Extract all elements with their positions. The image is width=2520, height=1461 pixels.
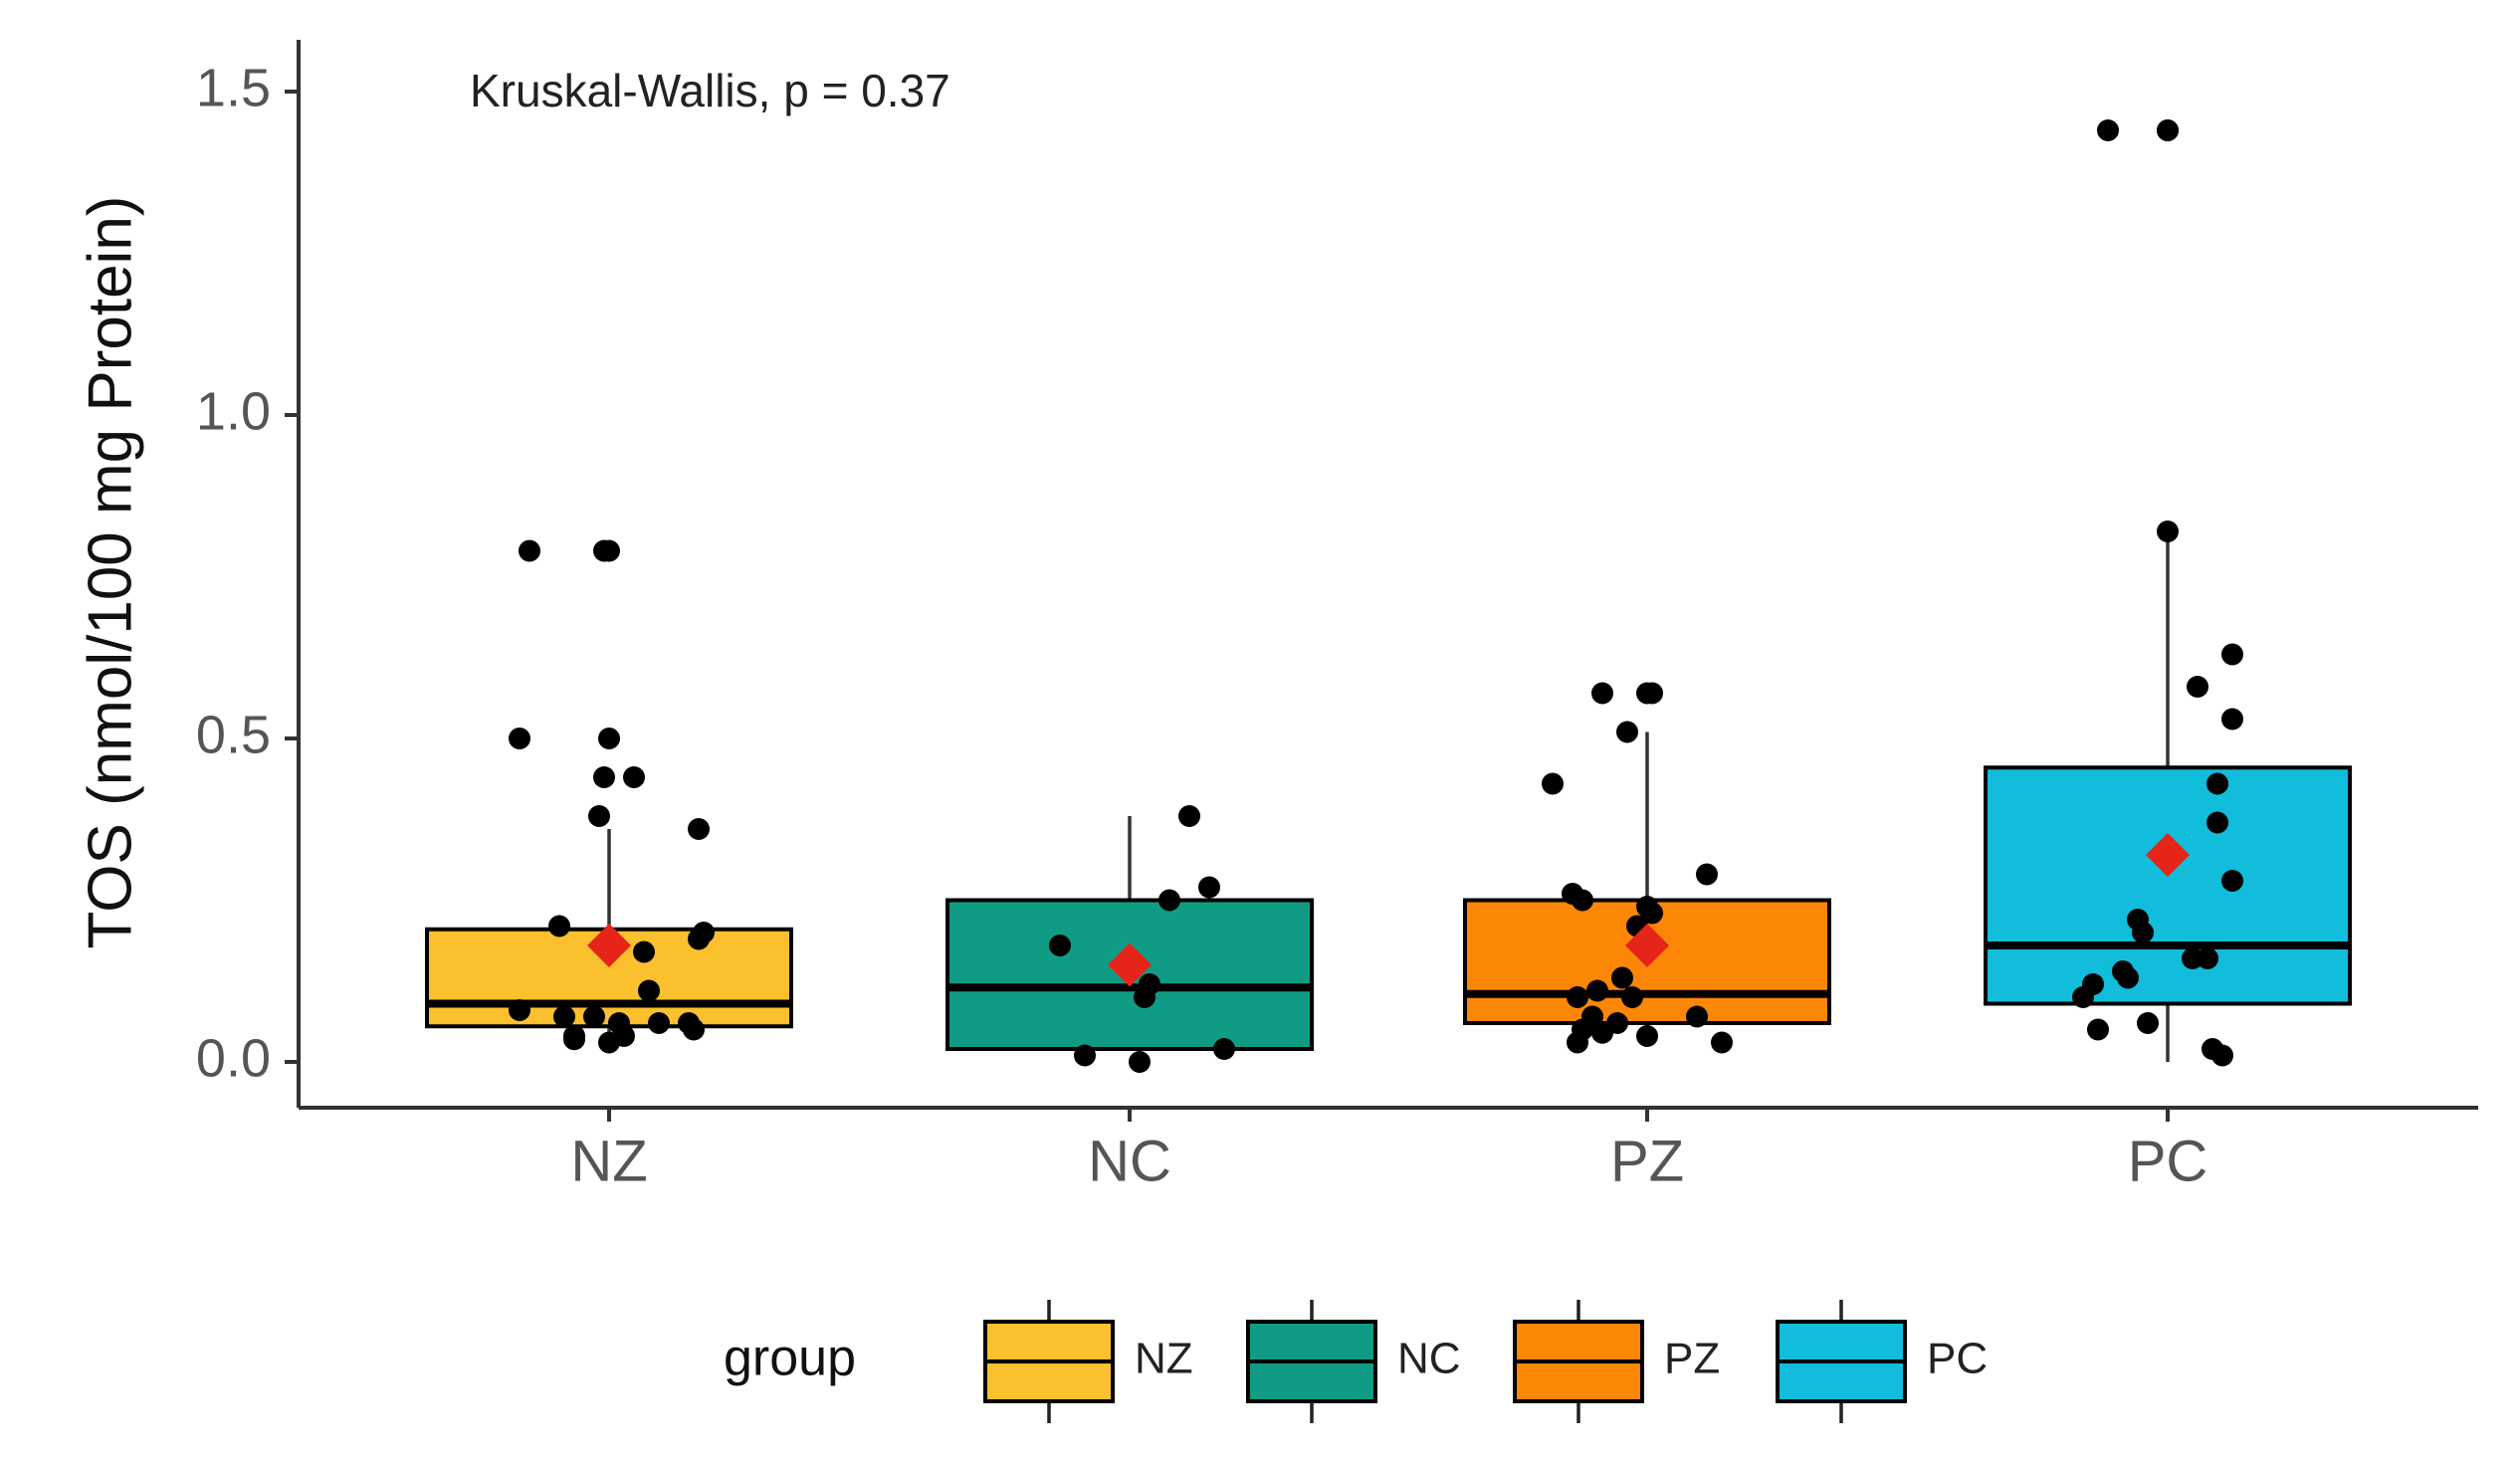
x-tick-label: NZ xyxy=(570,1129,647,1193)
data-point xyxy=(1567,1031,1588,1054)
x-tick-label: PC xyxy=(2128,1129,2208,1193)
axes: 0.0 0.5 1.0 1.5 NZ NC PZ PC xyxy=(196,40,2478,1193)
data-point xyxy=(1696,863,1718,886)
box-group-nc xyxy=(945,805,1314,1073)
data-point xyxy=(1158,889,1180,912)
box-group-nz xyxy=(425,539,793,1054)
data-point xyxy=(519,539,540,562)
data-point xyxy=(1586,979,1608,1002)
data-point xyxy=(2221,870,2243,892)
data-point xyxy=(548,915,570,938)
mean-marker xyxy=(1625,924,1669,967)
x-tick-label: NC xyxy=(1088,1129,1171,1193)
box-group-pc xyxy=(1984,119,2352,1067)
data-point xyxy=(509,728,530,749)
data-point xyxy=(2132,922,2154,943)
data-point xyxy=(1621,986,1643,1008)
data-point xyxy=(1074,1044,1096,1067)
data-point xyxy=(2087,1018,2109,1041)
y-tick-label: 1.0 xyxy=(196,381,271,441)
data-point xyxy=(2137,1012,2159,1034)
data-point xyxy=(1711,1031,1733,1054)
mean-marker xyxy=(2146,833,2190,877)
data-point xyxy=(633,940,655,963)
data-point xyxy=(2097,119,2119,141)
data-point xyxy=(509,999,530,1021)
data-point xyxy=(1542,772,1564,795)
mean-marker xyxy=(1108,942,1152,987)
data-point xyxy=(2157,521,2179,542)
data-point xyxy=(593,766,615,788)
data-point xyxy=(1616,721,1638,743)
data-point xyxy=(638,979,660,1002)
legend-label: PC xyxy=(1927,1335,1988,1383)
plot-area xyxy=(425,119,2352,1073)
mean-marker xyxy=(587,924,631,967)
legend-title: group xyxy=(724,1330,856,1387)
data-point xyxy=(1572,889,1593,912)
legend-item-nc: NC xyxy=(1246,1300,1461,1423)
data-point xyxy=(1611,966,1633,989)
legend: group NZ NC PZ PC xyxy=(724,1300,1988,1423)
data-point xyxy=(623,766,645,788)
data-point xyxy=(683,1018,705,1041)
data-point xyxy=(1567,986,1588,1008)
legend-label: PZ xyxy=(1664,1335,1720,1383)
data-point xyxy=(688,818,710,840)
legend-item-pc: PC xyxy=(1776,1300,1988,1423)
data-point xyxy=(2206,811,2228,834)
box-iqr xyxy=(1984,765,2352,1006)
legend-label: NC xyxy=(1397,1335,1461,1383)
data-point xyxy=(598,539,620,562)
data-point xyxy=(1591,682,1613,705)
data-point xyxy=(1129,1051,1151,1073)
legend-label: NZ xyxy=(1135,1335,1193,1383)
data-point xyxy=(1049,935,1071,956)
y-tick-label: 1.5 xyxy=(196,58,271,117)
data-point xyxy=(2117,966,2139,989)
y-tick-label: 0.0 xyxy=(196,1028,271,1088)
data-point xyxy=(1178,805,1200,827)
data-point xyxy=(1641,902,1663,925)
data-point xyxy=(598,728,620,749)
data-point xyxy=(2221,708,2243,730)
data-point xyxy=(2206,772,2228,795)
legend-item-nz: NZ xyxy=(983,1300,1193,1423)
data-point xyxy=(1641,682,1663,705)
data-point xyxy=(2211,1044,2233,1067)
data-point xyxy=(1686,1005,1708,1028)
x-tick-label: PZ xyxy=(1610,1129,1684,1193)
data-point xyxy=(1636,1025,1658,1047)
data-point xyxy=(1198,876,1220,899)
data-point xyxy=(2187,676,2208,698)
y-axis-label: TOS (nmol/100 mg Protein) xyxy=(76,196,144,949)
legend-item-pz: PZ xyxy=(1513,1300,1720,1423)
data-point xyxy=(1134,986,1155,1008)
data-point xyxy=(563,1028,585,1051)
box-group-pz xyxy=(1463,682,1831,1054)
data-point xyxy=(2182,947,2204,969)
data-point xyxy=(2157,119,2179,141)
data-point xyxy=(588,805,610,827)
data-point xyxy=(648,1012,670,1034)
data-point xyxy=(598,1031,620,1054)
data-point xyxy=(553,1005,575,1028)
data-point xyxy=(688,928,710,950)
y-tick-label: 0.5 xyxy=(196,705,271,764)
kruskal-wallis-annotation: Kruskal-Wallis, p = 0.37 xyxy=(470,65,950,116)
data-point xyxy=(583,1005,605,1028)
data-point xyxy=(2072,986,2094,1008)
data-point xyxy=(2221,643,2243,666)
data-point xyxy=(1213,1038,1235,1060)
data-point xyxy=(1591,1021,1613,1044)
